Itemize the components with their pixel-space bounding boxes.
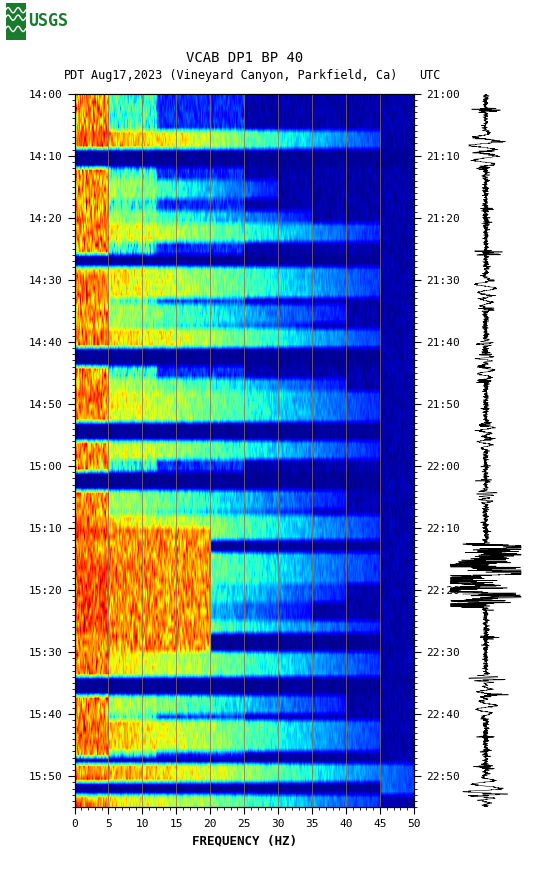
Text: USGS: USGS <box>29 12 68 30</box>
Text: UTC: UTC <box>420 70 441 82</box>
Text: Aug17,2023 (Vineyard Canyon, Parkfield, Ca): Aug17,2023 (Vineyard Canyon, Parkfield, … <box>91 70 397 82</box>
Text: PDT: PDT <box>63 70 85 82</box>
Text: VCAB DP1 BP 40: VCAB DP1 BP 40 <box>185 51 303 65</box>
FancyBboxPatch shape <box>6 3 25 40</box>
X-axis label: FREQUENCY (HZ): FREQUENCY (HZ) <box>192 835 297 847</box>
